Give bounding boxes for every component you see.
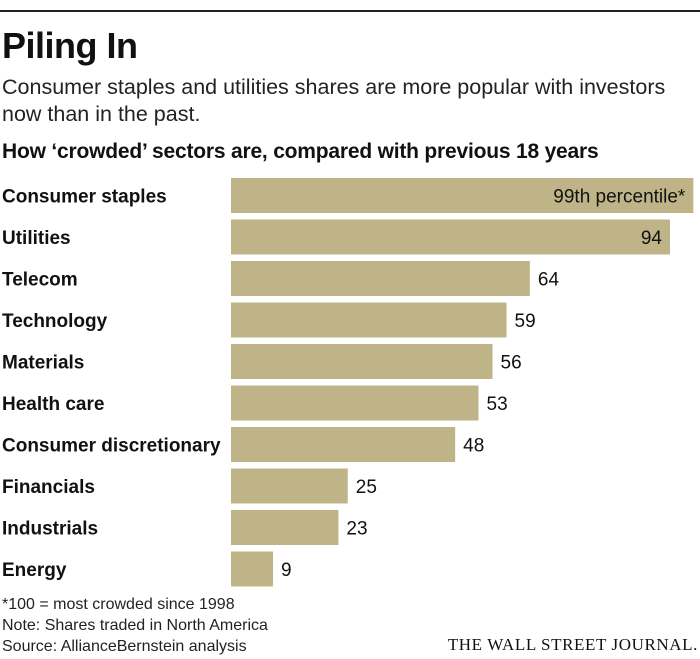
value-label-financials: 25 [356,477,377,498]
value-label-utilities: 94 [641,228,663,249]
subtitle: Consumer staples and utilities shares ar… [2,75,666,126]
top-rule [0,10,700,12]
value-label-telecom: 64 [538,270,560,291]
category-label-consumer-staples: Consumer staples [2,187,167,208]
category-label-consumer-discretionary: Consumer discretionary [2,436,221,457]
bar-consumer-discretionary [231,427,456,462]
bar-energy [231,551,274,587]
category-label-technology: Technology [2,311,108,332]
category-label-materials: Materials [2,353,84,374]
value-label-health-care: 53 [487,394,508,415]
category-label-industrials: Industrials [2,519,98,540]
publisher-credit: THE WALL STREET JOURNAL. [447,635,698,654]
value-label-industrials: 23 [346,519,367,540]
category-label-telecom: Telecom [2,270,78,291]
bar-utilities [231,219,670,255]
bar-chart: Consumer staples 99th percentile* Utilitie… [2,178,694,587]
value-label-consumer-discretionary: 48 [463,436,484,457]
bar-health-care [231,385,479,421]
value-label-consumer-staples: 99th percentile* [553,187,686,208]
source: Source: AllianceBernstein analysis [2,638,247,655]
bar-telecom [231,261,530,296]
category-label-energy: Energy [2,560,67,581]
bar-materials [231,344,493,379]
chart-notes: *100 = most crowded since 1998 Note: Sha… [2,594,268,657]
bar-industrials [231,510,339,545]
value-label-energy: 9 [281,560,292,581]
category-label-health-care: Health care [2,394,104,415]
bar-financials [231,468,348,504]
value-label-technology: 59 [515,311,536,332]
note: Note: Shares traded in North America [2,617,268,634]
bar-technology [231,302,507,338]
page-title: Piling In [2,25,138,66]
footnote: *100 = most crowded since 1998 [2,596,235,613]
value-label-materials: 56 [501,353,522,374]
category-label-utilities: Utilities [2,228,71,249]
chart-title: How ‘crowded’ sectors are, compared with… [2,140,599,163]
category-label-financials: Financials [2,477,95,498]
bar-consumer-staples [231,178,694,213]
